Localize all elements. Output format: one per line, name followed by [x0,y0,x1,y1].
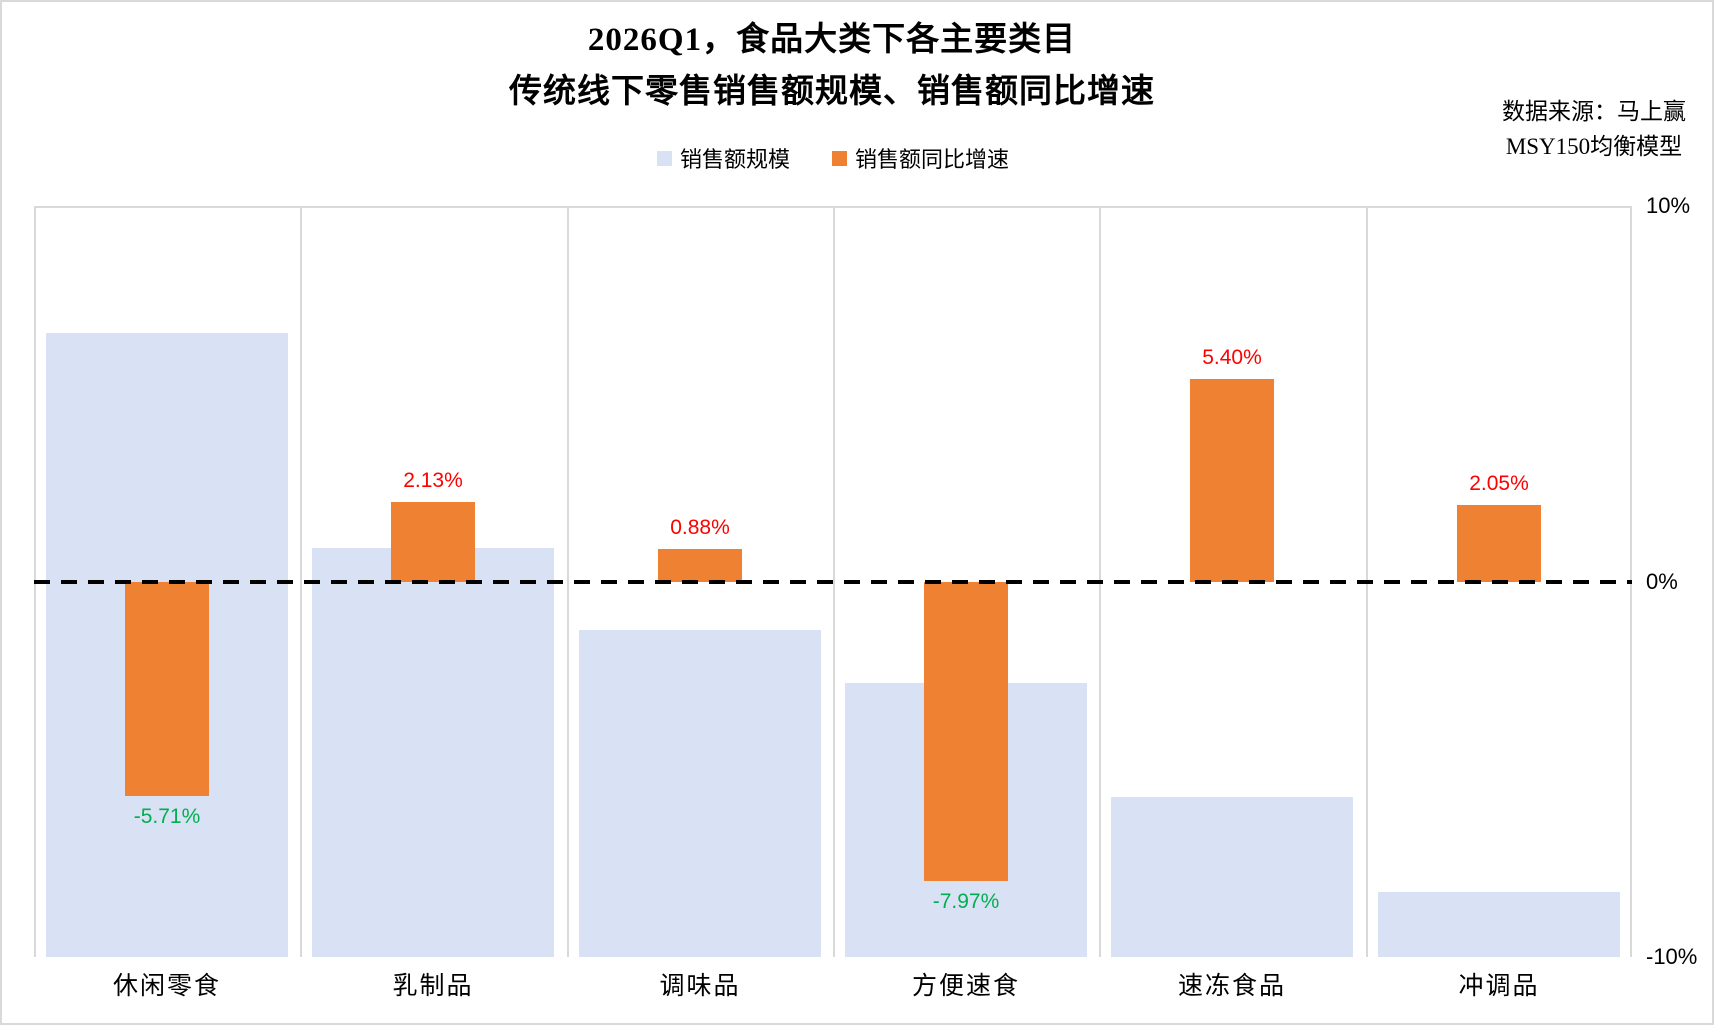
zero-dashed-line [34,580,1632,584]
chart-title: 2026Q1，食品大类下各主要类目 传统线下零售销售额规模、销售额同比增速 [2,14,1712,118]
growth-value-label: -7.97% [932,890,1000,913]
growth-value-label: 0.88% [670,516,730,539]
growth-bar [391,502,475,582]
scale-bar [579,630,821,957]
chart-title-line1: 2026Q1，食品大类下各主要类目 [587,22,1077,58]
scale-bar [1378,892,1620,957]
data-source-line2: MSY150均衡模型 [1505,134,1683,159]
plot-area: -5.71% 2.13% 0.88% -7.97% 5.40% 2.05% [34,206,1632,957]
chart-column-方便速食: -7.97% [833,206,1099,957]
growth-value-label: 5.40% [1202,346,1262,369]
legend-swatch-icon [656,150,672,166]
chart-title-line2: 传统线下零售销售额规模、销售额同比增速 [509,74,1155,110]
category-label-冲调品: 冲调品 [1458,973,1540,1000]
growth-value-label: 2.05% [1469,472,1529,495]
growth-value-label: 2.13% [403,469,463,492]
category-label-乳制品: 乳制品 [392,973,474,1000]
data-source-line1: 数据来源：马上赢 [1502,99,1686,124]
category-label-休闲零食: 休闲零食 [112,973,221,1000]
growth-bar [924,582,1008,881]
chart-column-调味品: 0.88% [567,206,833,957]
category-label-方便速食: 方便速食 [911,973,1020,1000]
data-source-note: 数据来源：马上赢 MSY150均衡模型 [1502,94,1686,164]
growth-bar [658,549,742,582]
y2-tick-label: 10% [1646,193,1691,218]
legend-swatch-icon [832,150,847,166]
legend-item-0: 销售额规模 [656,142,790,174]
legend: 销售额规模 销售额同比增速 [34,142,1632,174]
y2-tick-label: -10% [1646,944,1698,969]
y2-tick-label: 0% [1646,569,1678,594]
category-label-调味品: 调味品 [659,973,741,1000]
chart-column-乳制品: 2.13% [300,206,566,957]
legend-item-1: 销售额同比增速 [832,142,1009,174]
growth-value-label: -5.71% [133,805,201,828]
growth-bar [1457,505,1541,582]
growth-bar [1190,379,1274,582]
legend-label: 销售额规模 [679,147,790,172]
category-axis: 休闲零食 乳制品 调味品 方便速食 速冻食品 冲调品 [34,965,1632,1009]
chart-column-休闲零食: -5.71% [34,206,300,957]
scale-bar [312,548,554,957]
growth-bar [125,582,209,796]
chart-column-冲调品: 2.05% [1366,206,1632,957]
category-label-速冻食品: 速冻食品 [1177,973,1286,1000]
scale-bar [1111,797,1353,957]
chart-column-速冻食品: 5.40% [1099,206,1365,957]
legend-label: 销售额同比增速 [855,147,1010,172]
